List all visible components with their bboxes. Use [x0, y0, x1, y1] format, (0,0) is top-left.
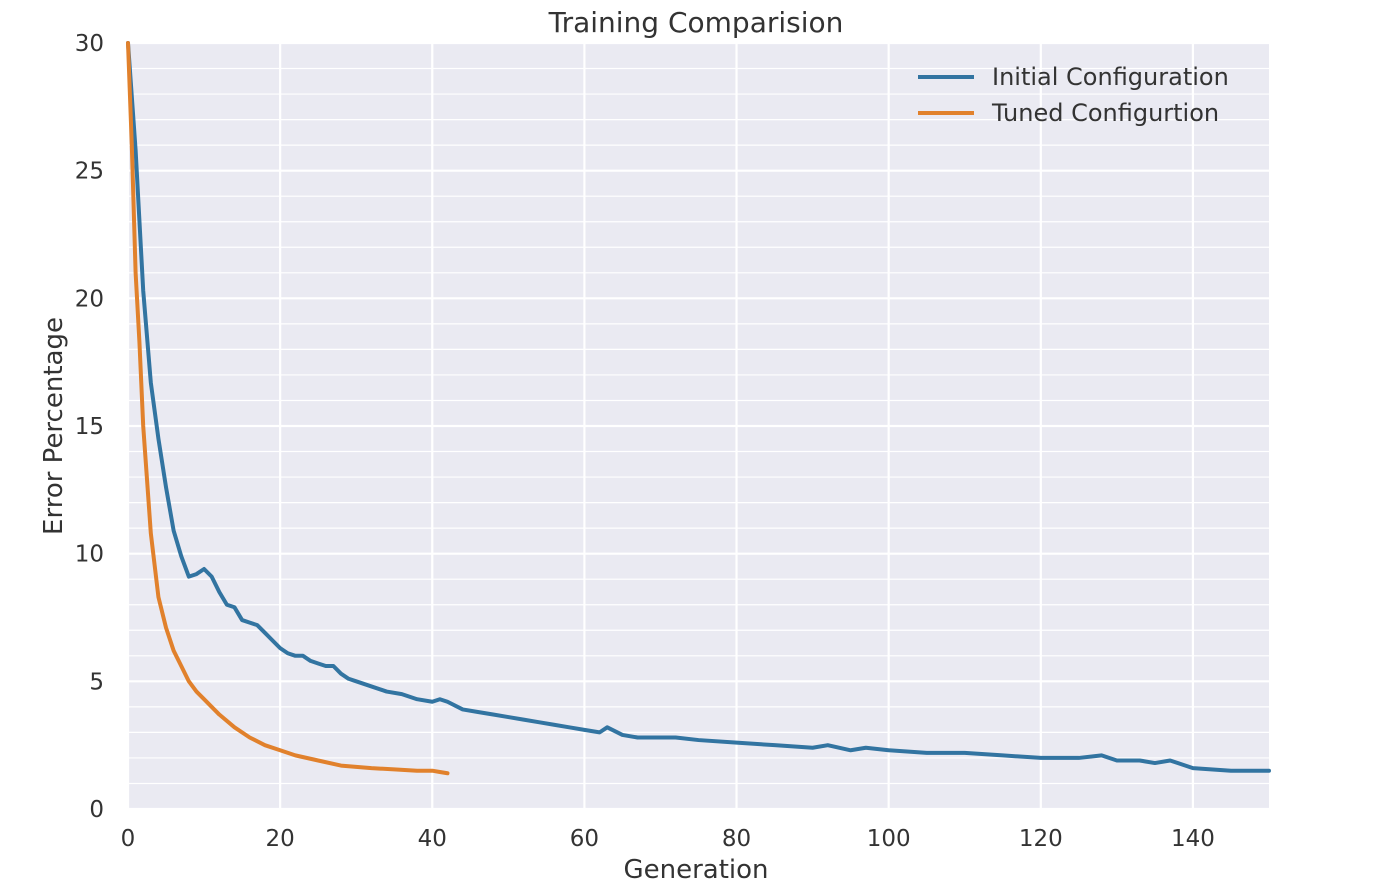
x-axis-label: Generation — [623, 855, 768, 885]
y-axis-label: Error Percentage — [39, 317, 69, 535]
y-tick-label: 10 — [75, 542, 104, 568]
legend-label-tuned: Tuned Configurtion — [991, 99, 1219, 127]
series-lines — [126, 41, 1271, 776]
x-tick-label: 100 — [867, 826, 911, 852]
series-line-1 — [126, 41, 450, 776]
grid — [126, 41, 1269, 811]
x-tick-label: 140 — [1171, 826, 1215, 852]
y-tick-label: 20 — [75, 286, 104, 312]
y-tick-label: 5 — [89, 669, 104, 695]
x-tick-label: 80 — [722, 826, 751, 852]
y-axis-ticks: 0 5 10 15 20 25 30 — [75, 31, 104, 823]
legend: Initial Configuration Tuned Configurtion — [918, 63, 1229, 127]
x-tick-label: 40 — [418, 826, 447, 852]
y-tick-label: 25 — [75, 159, 104, 185]
x-tick-label: 20 — [265, 826, 294, 852]
y-tick-label: 30 — [75, 31, 104, 57]
series-line-0 — [126, 41, 1271, 773]
x-tick-label: 0 — [121, 826, 136, 852]
y-tick-label: 0 — [89, 797, 104, 823]
x-tick-label: 60 — [570, 826, 599, 852]
y-tick-label: 15 — [75, 414, 104, 440]
x-axis-ticks: 0 20 40 60 80 100 120 140 — [121, 826, 1215, 852]
legend-label-initial: Initial Configuration — [992, 63, 1229, 91]
x-tick-label: 120 — [1019, 826, 1063, 852]
chart-title: Training Comparision — [548, 6, 844, 39]
